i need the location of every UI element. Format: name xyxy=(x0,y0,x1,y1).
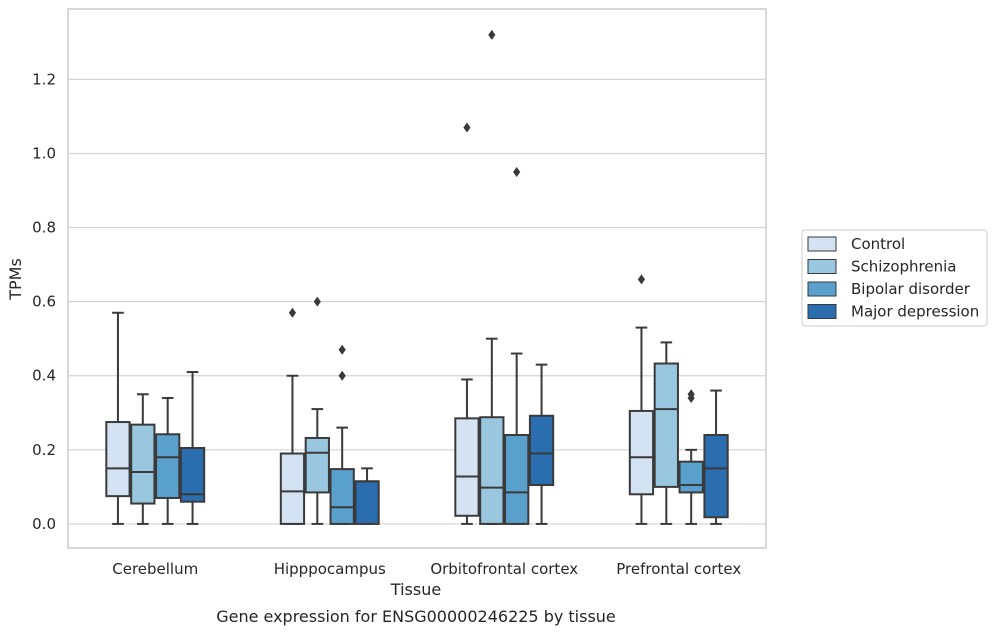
outlier-point xyxy=(313,296,321,307)
outlier-point xyxy=(463,122,471,133)
outlier-point xyxy=(338,370,346,381)
x-axis-ticks: Cerebellum Hipppocampus Orbitofrontal cort… xyxy=(112,560,741,578)
x-tick-label: Orbitofrontal cortex xyxy=(430,560,578,578)
box-body xyxy=(179,446,206,503)
outlier-point xyxy=(288,307,297,318)
box-body xyxy=(304,436,330,494)
box-0-3 xyxy=(628,274,655,525)
x-axis-label: Tissue xyxy=(390,580,441,599)
box-2-0 xyxy=(155,396,181,525)
box-2-1 xyxy=(329,344,355,525)
legend-label: Bipolar disorder xyxy=(851,280,971,298)
legend-frame xyxy=(801,229,988,327)
box-body xyxy=(454,417,480,517)
box-3-1 xyxy=(354,467,380,525)
chart-caption: Gene expression for ENSG00000246225 by t… xyxy=(216,607,616,626)
y-axis-label: TPMs xyxy=(6,258,25,301)
y-tick-label: 0.8 xyxy=(32,219,56,237)
box-0-1 xyxy=(279,307,306,525)
y-tick-label: 0.0 xyxy=(32,515,56,533)
box-body xyxy=(105,421,131,498)
x-tick-label: Prefrontal cortex xyxy=(616,560,741,578)
box-body xyxy=(528,414,555,487)
legend-swatch xyxy=(807,304,837,319)
box-body xyxy=(703,434,729,519)
box-1-1 xyxy=(304,296,330,525)
box-0-2 xyxy=(454,122,480,525)
legend-label: Schizophrenia xyxy=(851,258,956,276)
box-2-3 xyxy=(678,389,704,525)
outlier-point xyxy=(687,389,695,400)
outlier-point xyxy=(513,166,521,177)
y-tick-label: 1.0 xyxy=(32,144,56,162)
legend-label: Control xyxy=(851,235,905,253)
y-tick-label: 0.2 xyxy=(32,441,56,459)
y-tick-label: 1.2 xyxy=(32,70,56,88)
box-3-0 xyxy=(179,371,206,525)
box-body xyxy=(130,423,156,505)
box-body xyxy=(354,480,380,525)
box-0-0 xyxy=(105,311,131,525)
box-1-3 xyxy=(653,341,679,525)
outlier-point xyxy=(637,274,646,285)
box-body xyxy=(279,452,306,525)
legend: Control Schizophrenia Bipolar disorder Majo… xyxy=(801,229,988,327)
outlier-point xyxy=(488,29,496,40)
box-body xyxy=(504,434,530,525)
x-tick-label: Hipppocampus xyxy=(274,560,386,578)
legend-label: Major depression xyxy=(851,303,979,321)
box-1-2 xyxy=(479,29,505,525)
plot-area-frame xyxy=(67,8,767,549)
y-tick-label: 0.4 xyxy=(32,367,56,385)
box-3-3 xyxy=(703,389,729,525)
box-body xyxy=(653,362,679,488)
box-body xyxy=(628,409,655,496)
box-body xyxy=(329,468,355,525)
x-tick-label: Cerebellum xyxy=(112,560,198,578)
legend-swatch xyxy=(807,236,837,252)
legend-swatch xyxy=(807,281,837,297)
outlier-point xyxy=(338,344,346,355)
box-body xyxy=(155,433,181,499)
box-body xyxy=(678,460,704,494)
y-axis-ticks: 0.0 0.2 0.4 0.6 0.8 1.0 1.2 xyxy=(32,70,56,533)
plot-boxes xyxy=(105,29,729,525)
legend-swatch xyxy=(807,259,837,274)
box-body xyxy=(479,416,505,525)
box-3-2 xyxy=(528,363,555,525)
box-2-2 xyxy=(504,166,530,525)
y-tick-label: 0.6 xyxy=(32,293,56,311)
box-1-0 xyxy=(130,393,156,525)
